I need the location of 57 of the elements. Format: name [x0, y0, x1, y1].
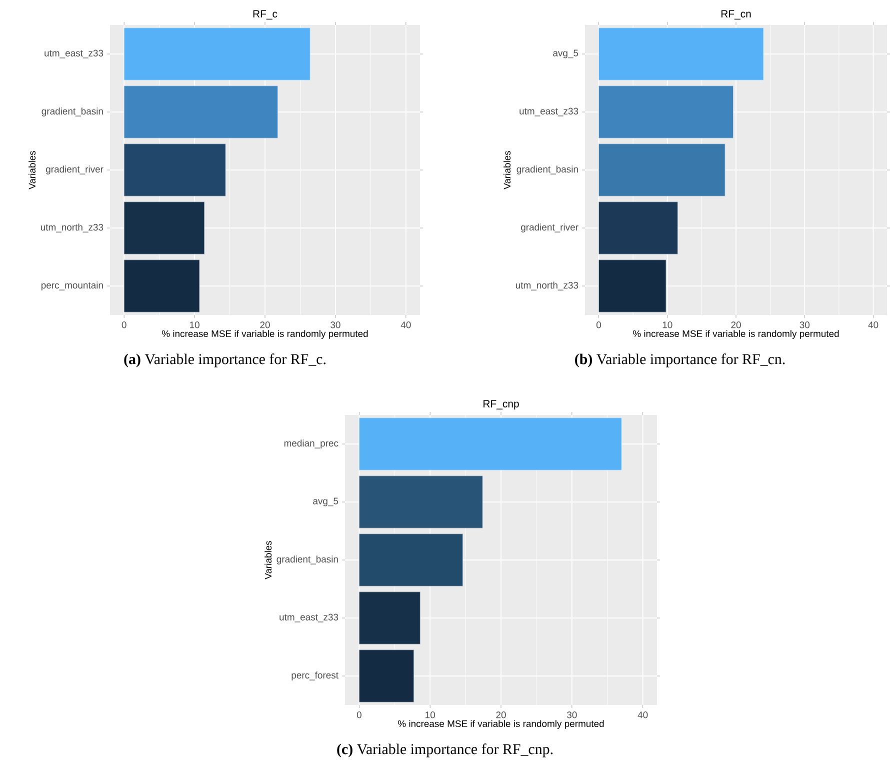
bar [358, 534, 463, 586]
bar [124, 86, 278, 138]
x-tick-label: 40 [868, 322, 878, 328]
bar [598, 202, 678, 254]
text: (a) Variable importance for RF_c. [124, 354, 326, 368]
y-tick-label: avg_5 [313, 498, 338, 506]
y-tick-label: gradient_basin [516, 166, 578, 174]
x-axis-title: % increase MSE if variable is randomly permuted [398, 720, 604, 729]
y-tick-label: utm_north_z33 [516, 282, 578, 290]
x-tick-label: 20 [496, 712, 506, 718]
bar [358, 476, 483, 528]
x-axis-title: % increase MSE if variable is randomly permuted [632, 330, 839, 339]
x-tick-label: 0 [596, 322, 601, 328]
bar [358, 418, 622, 470]
y-axis-title: Variables [28, 150, 36, 190]
bar [598, 260, 666, 312]
bar [124, 28, 310, 80]
bar [124, 202, 205, 254]
text: (b) Variable importance for RF_cn. [575, 354, 785, 368]
bar [598, 144, 726, 196]
x-tick-label: 40 [400, 322, 411, 328]
bar [358, 592, 420, 644]
x-tick-label: 10 [426, 712, 435, 718]
x-tick-label: 10 [662, 322, 672, 328]
y-axis-title: Variables [504, 150, 511, 190]
y-tick-label: avg_5 [553, 50, 578, 58]
x-axis-title: % increase MSE if variable is randomly permuted [162, 330, 368, 339]
bar [598, 28, 764, 80]
y-tick-label: gradient_basin [42, 108, 103, 116]
x-tick-label: 40 [638, 712, 648, 718]
x-tick-label: 30 [567, 712, 577, 718]
y-tick-label: median_prec [284, 440, 338, 448]
chart-title: RF_c [253, 10, 278, 20]
chart-title: RF_cnp [484, 400, 519, 410]
chart-title: RF_cn [721, 10, 751, 20]
y-axis-title: Variables [264, 540, 272, 580]
bar [124, 260, 200, 312]
x-tick-label: 30 [330, 322, 340, 328]
x-tick-label: 10 [190, 322, 200, 328]
y-tick-label: gradient_river [521, 224, 578, 232]
text: (c) Variable importance for RF_cnp. [337, 744, 553, 758]
bar [598, 86, 734, 138]
y-tick-label: utm_east_z33 [280, 614, 338, 622]
x-tick-label: 20 [731, 322, 741, 328]
x-tick-label: 30 [800, 322, 810, 328]
y-tick-label: gradient_basin [276, 556, 338, 564]
y-tick-label: perc_forest [292, 672, 338, 680]
y-tick-label: utm_east_z33 [44, 50, 104, 58]
x-tick-label: 0 [356, 712, 362, 718]
bar [124, 144, 226, 196]
bar [358, 650, 414, 702]
x-tick-label: 20 [260, 322, 270, 328]
y-tick-label: utm_north_z33 [40, 224, 104, 232]
x-tick-label: 0 [122, 322, 126, 328]
y-tick-label: perc_mountain [41, 282, 103, 290]
y-tick-label: gradient_river [46, 166, 104, 174]
y-tick-label: utm_east_z33 [520, 108, 578, 116]
